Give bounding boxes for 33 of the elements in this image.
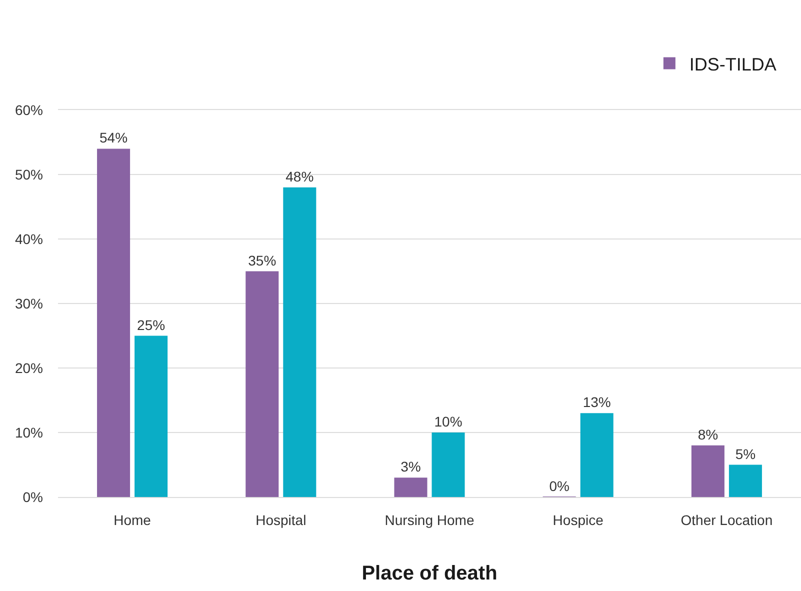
y-tick-label: 60% xyxy=(14,102,43,118)
bar xyxy=(97,148,130,497)
x-tick-label: Other Location xyxy=(680,512,773,528)
y-tick-label: 30% xyxy=(14,295,43,312)
y-tick-label: 20% xyxy=(14,360,43,376)
x-tick-label: Nursing Home xyxy=(384,512,474,528)
y-tick-label: 10% xyxy=(14,424,43,440)
bar xyxy=(283,187,316,497)
x-tick-label: Hospice xyxy=(552,512,604,528)
y-tick-label: 0% xyxy=(22,488,43,505)
legend-label: IDS-TILDA xyxy=(689,54,776,74)
x-tick-label: Hospital xyxy=(256,512,306,528)
bar xyxy=(432,432,465,497)
bar xyxy=(691,445,724,497)
bar xyxy=(728,464,762,497)
x-axis-title: Place of death xyxy=(362,562,498,584)
data-label: 54% xyxy=(100,130,128,146)
data-label: 25% xyxy=(137,316,166,333)
data-label: 48% xyxy=(286,168,314,184)
data-label: 8% xyxy=(698,426,718,442)
y-tick-label: 40% xyxy=(14,230,43,247)
data-label: 0% xyxy=(549,478,570,494)
data-label: 13% xyxy=(582,394,611,410)
data-label: 10% xyxy=(434,414,462,430)
x-tick-label: Home xyxy=(114,512,152,528)
data-label: 5% xyxy=(735,446,756,462)
bar xyxy=(580,413,614,497)
data-label: 35% xyxy=(248,252,276,268)
bar xyxy=(394,478,428,497)
data-label: 3% xyxy=(400,458,421,475)
y-tick-label: 50% xyxy=(14,166,43,182)
bar xyxy=(246,271,279,497)
bar xyxy=(134,336,168,497)
